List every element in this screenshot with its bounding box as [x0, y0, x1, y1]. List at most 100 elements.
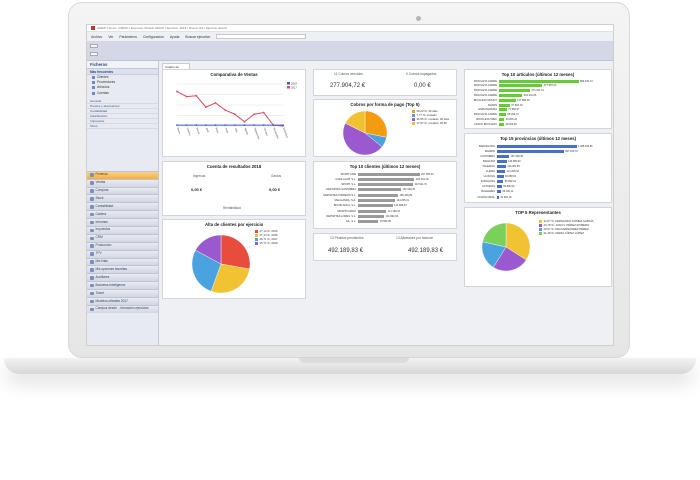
sidebar-tab[interactable]: Ventas	[87, 178, 158, 187]
bar-label: SPORT LINE	[340, 172, 356, 176]
bar-value-label: 50.005,43	[505, 117, 517, 121]
bar	[496, 175, 504, 179]
module-icon	[90, 268, 94, 272]
sidebar-section-impuestos[interactable]: Impuestos	[87, 119, 158, 124]
bar	[357, 199, 396, 202]
toolbar-button[interactable]	[90, 44, 98, 48]
menu-buscar[interactable]: Buscar ejecutivo	[185, 34, 211, 39]
bar	[357, 172, 420, 176]
menu-parametros[interactable]: Parámetros	[119, 34, 137, 39]
overdue-value: 277.904,72 €	[330, 83, 366, 89]
sidebar-tab[interactable]: TPV	[87, 249, 158, 258]
menu-ver[interactable]: Ver	[108, 34, 114, 39]
bar-row: CASCO BICICLETA 48.004,09	[467, 122, 517, 126]
bar-value-label: 155.426,69	[399, 193, 412, 197]
bar-row: DEPORTES PIRINEOS S.L. 155.426,69	[316, 193, 412, 197]
bar-value-label: 133.886,93	[508, 159, 521, 163]
module-icon	[90, 189, 94, 193]
menu-configuracion[interactable]: Configuración	[142, 34, 164, 39]
bar-label: GIL, S.L.	[345, 220, 356, 224]
sidebar-tab[interactable]: Modelos oficiales 2017	[87, 297, 158, 305]
bar-row: MADRID 897.160,70	[467, 149, 578, 153]
bar	[496, 154, 509, 158]
series-2018-point	[233, 124, 236, 127]
sidebar-group-title[interactable]: Más frecuentes	[87, 69, 158, 75]
bar-row: ASTURIAS 69.890,99	[467, 185, 514, 189]
series-2018-point	[224, 124, 227, 127]
sidebar-tab[interactable]: Mis lirias	[87, 257, 158, 266]
bar-value-label: 114.008,32	[506, 170, 519, 173]
bar-value-label: 271.511,01	[531, 89, 544, 93]
sidebar-tab[interactable]: Auxiliares	[87, 273, 158, 282]
sidebar-section-otros[interactable]: Otros	[87, 124, 158, 129]
bar	[496, 190, 501, 194]
bar-label: CASCO BICICLETA	[473, 122, 497, 126]
bar	[498, 89, 530, 93]
sidebar-tab[interactable]: Mis opciones favoritas	[87, 265, 158, 274]
sidebar-tab[interactable]: Ticket	[87, 289, 158, 297]
sidebar-tab[interactable]: Informes	[87, 218, 158, 226]
sidebar-tab[interactable]: Contabilidad	[87, 202, 158, 211]
bar-row: CANTABRIA 167.028,38	[467, 154, 523, 158]
bar-value-label: 97.863,19	[511, 103, 523, 107]
sidebar-item-articulos[interactable]: Artículos	[87, 85, 158, 90]
menu-ayuda[interactable]: Ayuda	[169, 34, 180, 39]
sidebar-tab[interactable]: Producción	[87, 241, 158, 250]
bar-row: SPORT LINE 237.955,00	[316, 172, 434, 176]
sidebar-tab[interactable]: Cartera	[87, 210, 158, 219]
sidebar-tab[interactable]: Business Intelligence	[87, 281, 158, 290]
legend-entry: 19,67 %: ANA FERNÁNDEZ PÉREZ	[539, 227, 594, 231]
bar-row: SPORT, S.L. 213.511,70	[316, 183, 427, 187]
top-provinces-title: Top 15 provincias (últimos 12 meses)	[499, 136, 577, 141]
bar-row: EMPUÑADURA 71.560,97	[467, 108, 519, 112]
bar-value-label: 134.688,64	[394, 204, 407, 208]
sidebar-section-clasificacion[interactable]: Clasificación	[87, 114, 158, 119]
legend-swatch	[412, 109, 415, 113]
toolbar-button[interactable]	[90, 52, 98, 56]
sidebar: Ficheros Más frecuentes Clientes Proveed…	[87, 61, 159, 345]
bar-value-label: 147.880,00	[517, 98, 530, 102]
bar-value-label: 111.156,97	[387, 209, 401, 213]
bar-value-label: 237.955,00	[421, 172, 434, 176]
accounts-icon	[92, 91, 95, 95]
sidebar-tab[interactable]: Ficheros	[87, 170, 158, 179]
sidebar-item-cuentas[interactable]: Cuentas	[87, 91, 158, 96]
bar-value-label: 48.004,09	[505, 122, 517, 126]
sidebar-section-general[interactable]: General	[87, 99, 158, 104]
bar-row: LA RIOJA 93.688,64	[467, 175, 516, 179]
bar-label: DEPORTES CANTABRIA	[326, 188, 356, 192]
sidebar-tab[interactable]: Compras	[87, 186, 158, 195]
sidebar-tab[interactable]: CRM	[87, 233, 158, 242]
bar-row: DEPORTES CANTABRIA 167.028,32	[316, 188, 415, 192]
sidebar-section-precios[interactable]: Precios y descuentos	[87, 104, 158, 109]
top-provinces-card: Top 15 provincias (últimos 12 meses) BAR…	[464, 133, 612, 203]
menu-archivo[interactable]: Archivo	[91, 34, 103, 39]
bar-label: CANTABRIA	[480, 154, 495, 158]
bar-value-label: 144.005,01	[396, 199, 410, 202]
bar-label: VAHALANDA, S.A.	[334, 199, 356, 202]
bar-row: BARCELONA 1.068.190,81	[467, 144, 593, 148]
sidebar-tab[interactable]: Campus desde ...formación ejercicios	[87, 304, 158, 313]
bar	[498, 113, 507, 117]
search-input[interactable]	[216, 34, 307, 39]
series-2017-point	[233, 113, 236, 116]
legend-swatch	[539, 223, 542, 227]
sidebar-tab[interactable]: Stock	[87, 194, 158, 203]
month-tick-label: Febrero	[186, 127, 192, 137]
bar-label: ZARAGOZA	[480, 180, 495, 184]
sidebar-section-contabilidad[interactable]: Contabilidad	[87, 109, 158, 114]
sidebar-item-proveedores[interactable]: Proveedores	[87, 80, 158, 85]
series-2017-point	[195, 94, 198, 97]
articles-icon	[92, 86, 95, 90]
dashboard: Cuadro de mando Comparativa de Ventas En…	[159, 61, 613, 345]
sidebar-tab[interactable]: Impuestos	[87, 225, 158, 234]
bar-value-label: 89.992,19	[504, 180, 516, 184]
bar-value-label: 204.431,05	[523, 93, 537, 97]
bar-value-label: 58.190,11	[502, 190, 514, 194]
sidebar-item-clientes[interactable]: Clientes	[87, 75, 158, 80]
bar-row: BICICLETA CARRE 271.511,01	[467, 89, 544, 93]
module-icon	[90, 212, 94, 217]
bar-row: BICI BLANCA, S.L. 134.688,64	[316, 204, 407, 208]
clients-pie-chart	[191, 234, 251, 294]
